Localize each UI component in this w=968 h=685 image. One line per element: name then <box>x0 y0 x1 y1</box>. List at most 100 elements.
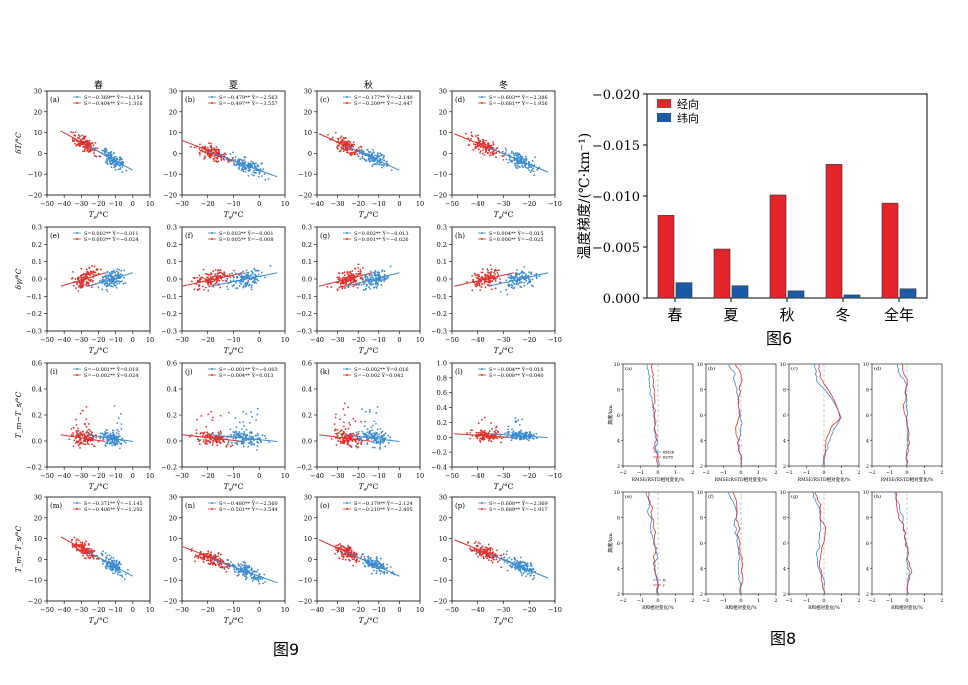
scatter-point <box>223 440 226 443</box>
scatter-point <box>86 140 88 143</box>
scatter-point <box>364 420 367 423</box>
scatter-point <box>94 147 97 150</box>
scatter-point <box>114 274 117 276</box>
scatter-point <box>538 275 541 278</box>
scatter-point <box>204 272 207 275</box>
scatter-point <box>238 570 240 572</box>
scatter-point <box>260 175 263 177</box>
scatter-point <box>194 554 197 556</box>
scatter-point <box>106 277 109 280</box>
scatter-point <box>108 157 111 160</box>
scatter-point <box>338 286 341 289</box>
scatter-point <box>382 565 385 568</box>
legend-red-dot <box>76 374 78 376</box>
scatter-point <box>376 557 378 560</box>
scatter-point <box>83 136 85 139</box>
y-tick-label: 0.6 <box>302 360 312 368</box>
scatter-point <box>531 578 534 581</box>
scatter-point <box>383 154 385 157</box>
scatter-point <box>210 142 213 145</box>
scatter-point <box>214 149 217 152</box>
scatter-point <box>494 269 497 272</box>
scatter-point <box>78 277 80 280</box>
scatter-point <box>91 551 94 554</box>
scatter-point <box>515 282 518 285</box>
scatter-point <box>340 429 343 432</box>
scatter-point <box>256 568 259 571</box>
scatter-point <box>480 429 483 432</box>
scatter-point <box>532 167 535 170</box>
scatter-point <box>110 276 113 279</box>
scatter-point <box>248 565 251 567</box>
scatter-point <box>490 422 493 424</box>
scatter-point <box>112 279 115 282</box>
scatter-point <box>366 148 369 151</box>
scatter-point <box>206 557 209 559</box>
scatter-point <box>234 287 237 290</box>
scatter-point <box>90 286 93 289</box>
scatter-point <box>245 564 247 567</box>
scatter-point <box>485 139 488 142</box>
scatter-point <box>532 438 535 440</box>
scatter-point <box>123 578 126 581</box>
scatter-point <box>373 446 376 449</box>
scatter-point <box>96 268 99 271</box>
scatter-point <box>257 279 260 282</box>
x-tick-label: −20 <box>201 336 215 344</box>
scatter-point <box>120 428 123 430</box>
scatter-point <box>85 283 88 285</box>
legend-red-dot <box>346 238 348 240</box>
scatter-point <box>361 553 363 556</box>
scatter-point <box>510 439 513 442</box>
scatter-point <box>234 281 237 284</box>
x-tick-label: −20 <box>92 606 106 614</box>
scatter-point <box>477 145 479 148</box>
scatter-point <box>380 280 383 283</box>
x-tick-label: −40 <box>471 336 485 344</box>
scatter-point <box>80 551 83 554</box>
y-tick-label: 10 <box>34 129 42 137</box>
legend-blue-dot <box>481 96 483 98</box>
scatter-point <box>110 282 113 284</box>
scatter-point <box>525 273 528 276</box>
scatter-point <box>477 422 480 425</box>
scatter-point <box>484 286 487 289</box>
y-tick-label: −0.1 <box>26 293 42 301</box>
fit-line-red <box>181 272 244 287</box>
scatter-point <box>351 281 354 284</box>
scatter-point <box>532 285 535 288</box>
scatter-point <box>516 154 519 157</box>
scatter-point <box>233 164 235 166</box>
scatter-point <box>204 146 206 149</box>
scatter-point <box>87 547 89 550</box>
panel-frame <box>316 90 421 196</box>
scatter-point <box>106 274 109 277</box>
scatter-point <box>521 164 523 167</box>
scatter-point <box>346 271 349 274</box>
scatter-point <box>123 276 126 279</box>
y-tick-label: 30 <box>439 88 447 96</box>
scatter-point <box>378 155 381 158</box>
scatter-point <box>341 282 344 285</box>
season-title-2: 秋 <box>364 79 373 91</box>
x-tick-label: 10 <box>416 606 424 614</box>
legend-red-dot <box>211 374 213 376</box>
scatter-point <box>505 149 508 152</box>
scatter-point <box>204 286 207 289</box>
scatter-point <box>342 558 344 561</box>
scatter-point <box>195 555 198 558</box>
scatter-point <box>215 156 217 159</box>
y-tick-label: 10 <box>439 129 447 137</box>
x-tick-label: −10 <box>548 472 562 480</box>
scatter-point <box>370 270 372 273</box>
fit-line-blue <box>345 551 400 577</box>
scatter-point <box>476 274 478 276</box>
scatter-point <box>376 284 379 287</box>
scatter-point <box>360 146 363 148</box>
scatter-point <box>368 557 371 560</box>
scatter-point <box>204 151 207 154</box>
x-axis-label: Ts/°C <box>359 346 379 357</box>
scatter-point <box>195 429 198 432</box>
scatter-point <box>514 164 517 167</box>
scatter-point <box>218 148 220 151</box>
